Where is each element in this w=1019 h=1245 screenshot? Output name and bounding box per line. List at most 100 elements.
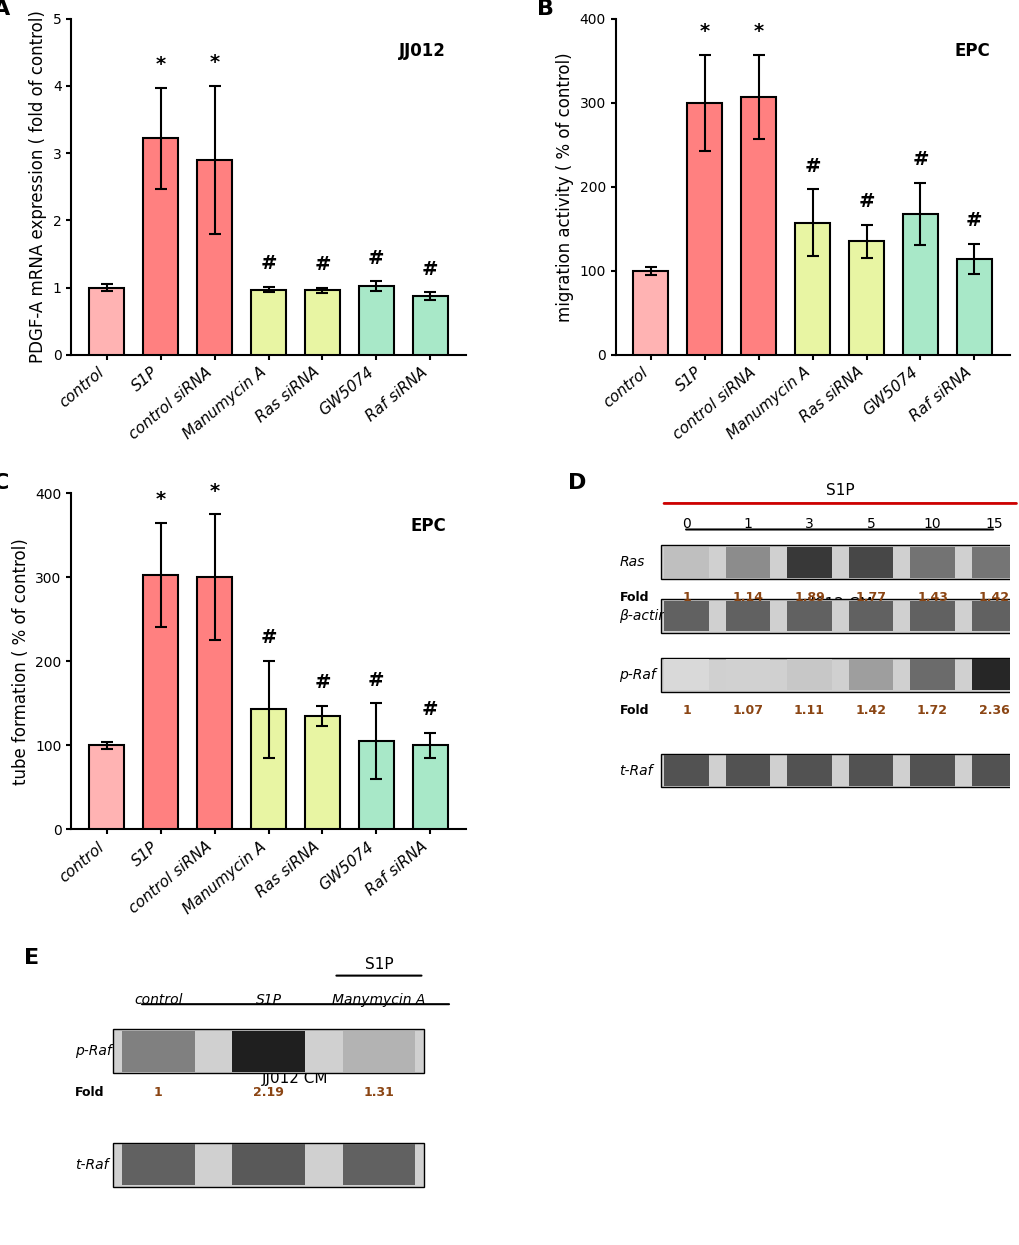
- Text: 0: 0: [682, 517, 690, 530]
- Text: Fold: Fold: [75, 1086, 105, 1098]
- Bar: [971, 756, 1015, 786]
- Text: 1.77: 1.77: [855, 591, 886, 604]
- Text: #: #: [314, 255, 330, 274]
- Text: 1.14: 1.14: [732, 591, 763, 604]
- Text: *: *: [156, 491, 166, 509]
- Text: #: #: [911, 151, 927, 169]
- Text: *: *: [209, 482, 219, 500]
- Text: Fold: Fold: [619, 703, 648, 717]
- Text: S1P: S1P: [335, 557, 364, 571]
- Text: C: C: [0, 473, 9, 493]
- Text: S1P: S1P: [825, 483, 854, 498]
- Bar: [413, 296, 447, 355]
- Bar: [90, 746, 124, 829]
- Bar: [795, 223, 829, 355]
- Bar: [90, 288, 124, 355]
- Y-axis label: PDGF-A mRNA expression ( fold of control): PDGF-A mRNA expression ( fold of control…: [30, 10, 47, 364]
- Bar: [848, 756, 893, 786]
- Bar: [660, 599, 1018, 632]
- Bar: [909, 660, 954, 690]
- Bar: [971, 600, 1015, 631]
- Bar: [305, 290, 339, 355]
- Y-axis label: migration activity ( % of control): migration activity ( % of control): [555, 52, 574, 321]
- Bar: [121, 1144, 195, 1185]
- Bar: [726, 547, 769, 578]
- Text: S1P: S1P: [281, 1031, 310, 1046]
- Bar: [359, 286, 393, 355]
- Text: 1.43: 1.43: [916, 591, 947, 604]
- Text: #: #: [368, 249, 384, 268]
- Text: *: *: [156, 56, 166, 75]
- Bar: [787, 600, 830, 631]
- Text: #: #: [857, 192, 874, 212]
- Text: Ras: Ras: [619, 555, 644, 569]
- Text: JJ012: JJ012: [398, 42, 445, 60]
- Bar: [902, 214, 937, 355]
- Text: 1.72: 1.72: [916, 703, 947, 717]
- Bar: [909, 600, 954, 631]
- Bar: [909, 547, 954, 578]
- Text: EPC: EPC: [410, 517, 445, 535]
- Text: S1P: S1P: [824, 557, 853, 571]
- Text: 1.42: 1.42: [977, 591, 1009, 604]
- Text: 3: 3: [804, 517, 813, 530]
- Text: 15: 15: [984, 517, 1002, 530]
- Bar: [726, 756, 769, 786]
- Text: D: D: [568, 473, 586, 493]
- Text: 1: 1: [743, 517, 752, 530]
- Bar: [848, 600, 893, 631]
- Bar: [726, 660, 769, 690]
- Text: 1: 1: [682, 591, 690, 604]
- Bar: [251, 290, 285, 355]
- Text: #: #: [965, 212, 981, 230]
- Bar: [413, 746, 447, 829]
- Bar: [971, 660, 1015, 690]
- Text: *: *: [699, 22, 709, 41]
- Text: #: #: [260, 629, 276, 647]
- Text: #: #: [260, 254, 276, 274]
- Text: E: E: [24, 947, 39, 967]
- Text: 1.42: 1.42: [855, 703, 886, 717]
- Bar: [971, 547, 1015, 578]
- Text: 1.07: 1.07: [732, 703, 763, 717]
- Text: 2.19: 2.19: [253, 1086, 283, 1098]
- Text: t-Raf: t-Raf: [75, 1158, 109, 1172]
- Bar: [113, 1030, 424, 1073]
- Bar: [909, 756, 954, 786]
- Bar: [197, 159, 232, 355]
- Bar: [359, 741, 393, 829]
- Text: #: #: [422, 260, 438, 279]
- Text: 5: 5: [866, 517, 874, 530]
- Bar: [660, 659, 1018, 692]
- Bar: [787, 547, 830, 578]
- Bar: [143, 575, 178, 829]
- Text: 10: 10: [923, 517, 941, 530]
- Text: JJ012 CM: JJ012 CM: [806, 596, 872, 611]
- Text: 1: 1: [154, 1086, 162, 1098]
- Bar: [660, 545, 1018, 579]
- Text: #: #: [314, 674, 330, 692]
- Bar: [232, 1144, 305, 1185]
- Bar: [342, 1144, 415, 1185]
- Bar: [787, 756, 830, 786]
- Text: EPC: EPC: [954, 42, 989, 60]
- Bar: [232, 1031, 305, 1072]
- Bar: [305, 716, 339, 829]
- Text: 2.36: 2.36: [977, 703, 1009, 717]
- Text: B: B: [536, 0, 553, 19]
- Bar: [687, 102, 721, 355]
- Bar: [726, 600, 769, 631]
- Bar: [113, 1143, 424, 1186]
- Text: 1.11: 1.11: [793, 703, 824, 717]
- Bar: [663, 756, 708, 786]
- Y-axis label: tube formation ( % of control): tube formation ( % of control): [12, 538, 30, 784]
- Bar: [787, 660, 830, 690]
- Text: S1P: S1P: [256, 994, 281, 1007]
- Text: p-Raf: p-Raf: [75, 1045, 112, 1058]
- Text: 1.31: 1.31: [363, 1086, 394, 1098]
- Bar: [660, 753, 1018, 787]
- Text: #: #: [804, 157, 820, 176]
- Text: 1.89: 1.89: [794, 591, 824, 604]
- Text: t-Raf: t-Raf: [619, 763, 652, 778]
- Text: p-Raf: p-Raf: [619, 667, 655, 682]
